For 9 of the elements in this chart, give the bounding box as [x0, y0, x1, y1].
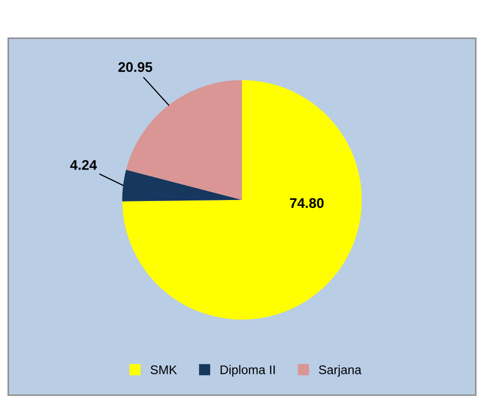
pie-slice	[122, 170, 242, 202]
legend-label: Sarjana	[318, 365, 362, 377]
legend-label: Diploma II	[220, 365, 275, 377]
legend-label: SMK	[150, 365, 177, 374]
data-label: 4.24	[70, 160, 97, 170]
pie-slice	[122, 80, 362, 320]
pie-slice	[126, 80, 242, 200]
data-label: 20.95	[118, 62, 152, 72]
data-label: 74.80	[290, 198, 324, 208]
